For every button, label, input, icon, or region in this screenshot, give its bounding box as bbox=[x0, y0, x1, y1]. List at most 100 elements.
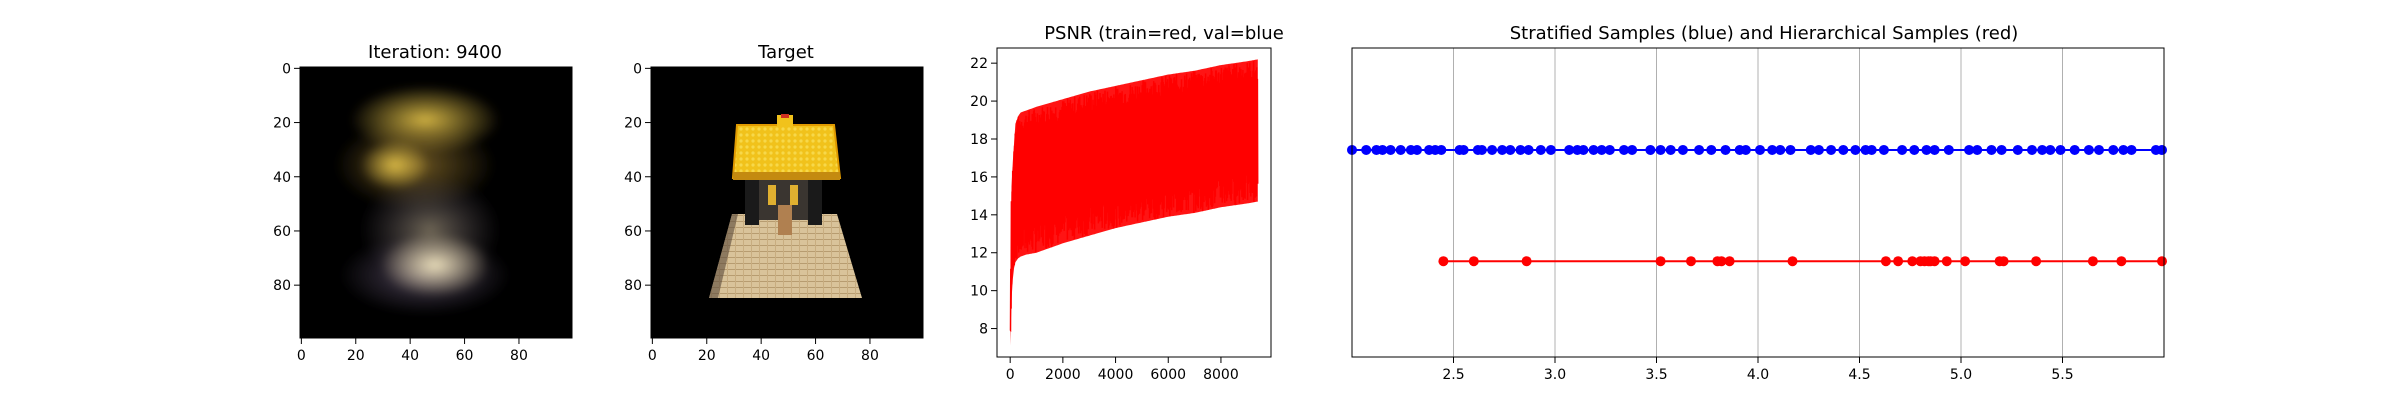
psnr-train-band bbox=[1010, 59, 1258, 346]
stratified-sample-point bbox=[1412, 144, 1422, 155]
stratified-sample-point bbox=[2045, 144, 2056, 155]
y-tick-label: 12 bbox=[970, 246, 988, 262]
x-tick-label: 80 bbox=[861, 348, 879, 364]
samples-panel: Stratified Samples (blue) and Hierarchic… bbox=[1347, 23, 2167, 383]
stratified-sample-point bbox=[1604, 144, 1615, 155]
stratified-sample-point bbox=[1813, 144, 1824, 155]
hierarchical-sample-point bbox=[1521, 256, 1532, 267]
stratified-sample-point bbox=[1395, 144, 1406, 155]
hierarchical-sample-point bbox=[2087, 256, 2098, 267]
stratified-sample-point bbox=[2157, 144, 2167, 155]
x-tick-label: 6000 bbox=[1150, 367, 1186, 383]
stratified-sample-point bbox=[2055, 144, 2066, 155]
stratified-sample-point bbox=[2069, 144, 2080, 155]
stratified-sample-point bbox=[1377, 144, 1388, 155]
stratified-sample-point bbox=[1986, 144, 1997, 155]
y-tick-label: 22 bbox=[970, 56, 988, 72]
stratified-sample-point bbox=[2027, 144, 2037, 155]
stratified-sample-point bbox=[1964, 144, 1975, 155]
stratified-sample-point bbox=[1850, 144, 1861, 155]
x-tick-label: 0 bbox=[648, 348, 657, 364]
panel4-title: Stratified Samples (blue) and Hierarchic… bbox=[1510, 23, 2019, 44]
x-tick-label: 60 bbox=[456, 348, 474, 364]
hierarchical-sample-point bbox=[1880, 256, 1891, 267]
hierarchical-sample-point bbox=[1998, 256, 2009, 267]
stratified-sample-point bbox=[1505, 144, 1516, 155]
stratified-sample-point bbox=[1677, 144, 1688, 155]
x-tick-label: 4.0 bbox=[1747, 367, 1769, 383]
y-tick-label: 0 bbox=[282, 61, 291, 77]
stratified-sample-point bbox=[2118, 144, 2129, 155]
hierarchical-sample-point bbox=[1893, 256, 1904, 267]
stratified-sample-point bbox=[1458, 144, 1469, 155]
y-tick-label: 20 bbox=[970, 94, 988, 110]
stratified-sample-point bbox=[1826, 144, 1837, 155]
bulldozer-render bbox=[709, 114, 862, 298]
stratified-sample-point bbox=[1838, 144, 1849, 155]
stratified-sample-point bbox=[1385, 144, 1396, 155]
x-tick-label: 8000 bbox=[1203, 367, 1239, 383]
y-tick-label: 40 bbox=[273, 170, 291, 186]
stratified-sample-point bbox=[2012, 144, 2023, 155]
stratified-sample-point bbox=[1564, 144, 1575, 155]
hierarchical-sample-point bbox=[1960, 256, 1971, 267]
stratified-sample-point bbox=[1972, 144, 1983, 155]
y-tick-label: 60 bbox=[624, 224, 642, 240]
stratified-sample-point bbox=[2083, 144, 2094, 155]
stratified-sample-point bbox=[1476, 144, 1487, 155]
x-tick-label: 80 bbox=[510, 348, 528, 364]
y-tick-label: 60 bbox=[273, 224, 291, 240]
hierarchical-sample-point bbox=[1655, 256, 1666, 267]
y-tick-label: 80 bbox=[273, 278, 291, 294]
target-panel: Target 0 20 40 60 80 0 20 40 60 80 bbox=[624, 42, 924, 364]
stratified-sample-point bbox=[1619, 144, 1629, 155]
stratified-sample-point bbox=[1535, 144, 1546, 155]
stratified-sample-point bbox=[1720, 144, 1731, 155]
stratified-sample-point bbox=[1361, 144, 1372, 155]
stratified-sample-point bbox=[1436, 144, 1447, 155]
stratified-sample-point bbox=[1578, 144, 1589, 155]
x-tick-label: 2.5 bbox=[1442, 367, 1464, 383]
stratified-sample-point bbox=[1515, 144, 1526, 155]
stratified-sample-point bbox=[1706, 144, 1717, 155]
hierarchical-sample-point bbox=[2031, 256, 2042, 267]
stratified-sample-point bbox=[1627, 144, 1638, 155]
y-tick-label: 20 bbox=[624, 116, 642, 132]
stratified-sample-point bbox=[1740, 144, 1751, 155]
hierarchical-sample-point bbox=[2116, 256, 2127, 267]
hierarchical-sample-point bbox=[1907, 256, 1918, 267]
stratified-sample-point bbox=[1523, 144, 1534, 155]
y-tick-label: 40 bbox=[624, 170, 642, 186]
x-tick-label: 20 bbox=[698, 348, 716, 364]
x-tick-label: 20 bbox=[347, 348, 365, 364]
x-tick-label: 40 bbox=[752, 348, 770, 364]
hierarchical-sample-point bbox=[1929, 256, 1940, 267]
x-tick-label: 0 bbox=[1006, 367, 1015, 383]
hierarchical-sample-point bbox=[1686, 256, 1696, 267]
x-tick-label: 4.5 bbox=[1848, 367, 1870, 383]
stratified-sample-point bbox=[1929, 144, 1940, 155]
panel3-title: PSNR (train=red, val=blue bbox=[1044, 23, 1284, 44]
stratified-sample-point bbox=[1694, 144, 1705, 155]
y-tick-label: 80 bbox=[624, 278, 642, 294]
panel2-title: Target bbox=[757, 42, 814, 63]
hierarchical-sample-point bbox=[1438, 256, 1449, 267]
y-tick-label: 20 bbox=[273, 116, 291, 132]
stratified-sample-point bbox=[1487, 144, 1498, 155]
stratified-sample-point bbox=[1655, 144, 1666, 155]
stratified-sample-point bbox=[2094, 144, 2104, 155]
stratified-sample-point bbox=[1645, 144, 1656, 155]
stratified-sample-point bbox=[1767, 144, 1778, 155]
stratified-sample-point bbox=[1897, 144, 1908, 155]
stratified-sample-point bbox=[1878, 144, 1889, 155]
stratified-sample-point bbox=[1588, 144, 1599, 155]
stratified-sample-point bbox=[1545, 144, 1556, 155]
hierarchical-sample-point bbox=[1941, 256, 1952, 267]
stratified-sample-point bbox=[1596, 144, 1607, 155]
stratified-sample-point bbox=[1866, 144, 1877, 155]
stratified-sample-point bbox=[1665, 144, 1676, 155]
psnr-panel: PSNR (train=red, val=blue 0 2000 4000 6000 8… bbox=[970, 23, 1284, 383]
hierarchical-sample-point bbox=[1468, 256, 1479, 267]
stratified-sample-point bbox=[1755, 144, 1765, 155]
